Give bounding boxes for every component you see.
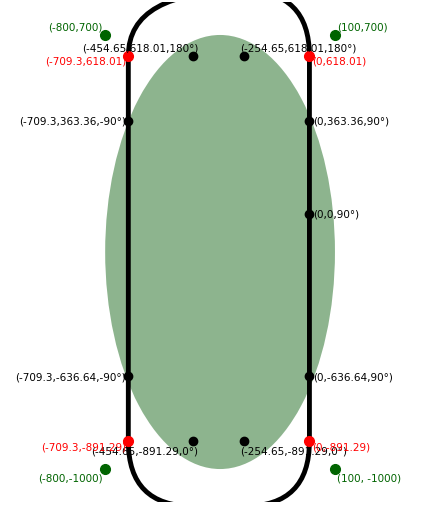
Text: (-709.3,-636.64,-90°): (-709.3,-636.64,-90°) [15,372,126,381]
Ellipse shape [105,36,335,469]
Text: (100, -1000): (100, -1000) [337,473,401,483]
Text: (-454.65,618.01,180°): (-454.65,618.01,180°) [82,43,198,53]
Text: (100,700): (100,700) [337,22,388,32]
Text: (-254.65,618.01,180°): (-254.65,618.01,180°) [240,43,356,53]
Text: (-709.3,618.01): (-709.3,618.01) [45,57,126,67]
Text: (-254.65,-891.29,0°): (-254.65,-891.29,0°) [240,445,347,455]
Text: (0,-636.64,90°): (0,-636.64,90°) [313,372,393,381]
Text: (0,363.36,90°): (0,363.36,90°) [313,117,389,127]
Text: (0,618.01): (0,618.01) [312,57,366,67]
Text: (-800,-1000): (-800,-1000) [38,473,103,483]
Text: (-454.65,-891.29,0°): (-454.65,-891.29,0°) [91,445,198,455]
Text: (0,-891.29): (0,-891.29) [312,441,370,451]
Text: (-709.3,363.36,-90°): (-709.3,363.36,-90°) [19,117,126,127]
Text: (0,0,90°): (0,0,90°) [313,209,359,219]
Text: (-800,700): (-800,700) [49,22,103,32]
Text: (-709.3,-891.29): (-709.3,-891.29) [41,441,126,451]
